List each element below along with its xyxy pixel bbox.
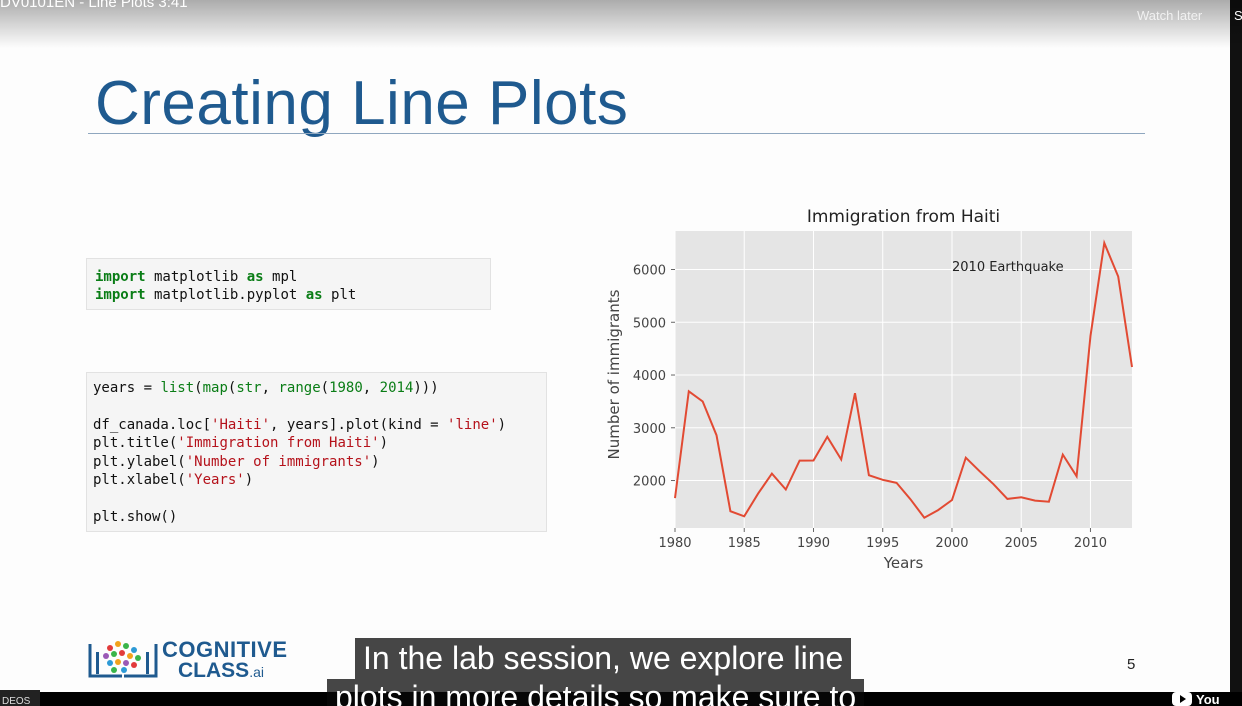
code-token: df_canada.loc[ <box>93 416 212 433</box>
code-line <box>93 489 546 507</box>
code-token: ))) <box>413 380 439 396</box>
title-divider <box>88 133 1145 134</box>
line-chart: 1980 1985 1990 1995 2000 2005 2010 2000 3000 4000… <box>586 196 1146 580</box>
slide-title: Creating Line Plots <box>95 69 629 138</box>
youtube-play-icon <box>1172 692 1192 706</box>
code-token: plt <box>322 287 357 304</box>
code-token: range <box>278 380 321 396</box>
player-top-gradient <box>0 0 1242 48</box>
code-token: 'Number of immigrants' <box>185 453 372 470</box>
code-token: matplotlib.pyplot <box>145 287 306 304</box>
share-button[interactable]: S <box>1234 8 1242 23</box>
chart-title: Immigration from Haiti <box>807 207 1000 227</box>
code-line: import matplotlib.pyplot as plt <box>95 286 490 304</box>
haiti-series-line <box>674 239 1133 519</box>
x-axis-label: Years <box>883 554 924 572</box>
y-tick-label: 3000 <box>633 422 666 437</box>
video-title[interactable]: DV0101EN - Line Plots 3:41 <box>0 0 188 11</box>
code-token: import <box>95 287 146 304</box>
code-token: import <box>95 269 146 285</box>
code-token: , years].plot(kind = <box>270 416 448 433</box>
code-token: plt.ylabel( <box>93 453 186 470</box>
code-token: ) <box>379 435 389 452</box>
code-token: list <box>160 380 195 396</box>
code-token: str <box>236 380 262 396</box>
page-number: 5 <box>1127 656 1136 673</box>
code-token: ) <box>371 453 380 470</box>
x-tick-label: 1985 <box>728 536 761 551</box>
y-tick-label: 5000 <box>633 316 666 331</box>
code-token: map <box>202 380 228 396</box>
youtube-logo-button[interactable]: You <box>1172 692 1242 706</box>
chart-svg: 1980 1985 1990 1995 2000 2005 2010 2000 3000 4000… <box>605 207 1133 572</box>
code-token: ( <box>194 380 203 396</box>
watch-later-button[interactable]: Watch later <box>1137 8 1203 23</box>
code-token: matplotlib <box>145 269 247 285</box>
code-line: plt.title('Immigration from Haiti') <box>93 434 546 452</box>
code-line: import matplotlib as mpl <box>95 268 490 286</box>
code-token: 'Immigration from Haiti' <box>177 435 380 452</box>
plot-area <box>675 231 1132 528</box>
code-token: 'Years' <box>185 471 245 488</box>
code-token: ) <box>497 416 507 433</box>
caption-line-1: In the lab session, we explore line <box>355 638 852 679</box>
x-tick-label: 1990 <box>797 536 830 551</box>
code-token: , <box>261 380 279 396</box>
code-token: 1980 <box>329 380 363 396</box>
code-token: 'line' <box>447 416 498 433</box>
code-line <box>93 397 546 415</box>
chart-annotation: 2010 Earthquake <box>952 260 1064 275</box>
code-line: plt.show() <box>93 508 546 526</box>
x-tick-label: 2005 <box>1005 536 1038 551</box>
code-token: 2014 <box>379 380 414 396</box>
code-cell-plot: years = list(map(str, range(1980, 2014))… <box>86 372 547 532</box>
code-line: plt.ylabel('Number of immigrants') <box>93 453 546 471</box>
y-tick-label: 4000 <box>633 369 666 384</box>
code-token: ( <box>320 380 330 396</box>
x-tick-label: 2010 <box>1074 536 1107 551</box>
y-tick-label: 2000 <box>633 475 666 490</box>
code-line: years = list(map(str, range(1980, 2014))… <box>93 379 546 397</box>
cognitive-class-logo-icon <box>88 641 158 678</box>
slide: Creating Line Plots import matplotlib as… <box>0 0 1230 692</box>
code-token: plt.title( <box>93 435 178 452</box>
player-right-edge <box>1230 0 1242 706</box>
logo-text-cognitive: COGNITIVE <box>162 637 288 662</box>
y-tick-label: 6000 <box>633 264 666 279</box>
x-tick-label: 2000 <box>935 536 968 551</box>
y-axis-label: Number of immigrants <box>605 289 623 459</box>
code-token: mpl <box>263 269 298 285</box>
code-token: as <box>246 269 264 285</box>
code-line: plt.xlabel('Years') <box>93 471 546 489</box>
code-token: , <box>362 380 380 396</box>
caption-line-2: plots in more details so make sure to <box>327 679 865 706</box>
code-token: plt.show() <box>93 508 178 525</box>
code-token: 'Haiti' <box>211 416 271 433</box>
more-videos-button[interactable]: DEOS <box>0 690 40 706</box>
x-tick-label: 1995 <box>866 536 899 551</box>
code-token: ( <box>227 380 237 396</box>
code-cell-imports: import matplotlib as mpl import matplotli… <box>86 258 491 310</box>
code-token: years = <box>93 380 161 396</box>
code-token: plt.xlabel( <box>93 471 186 488</box>
logo-text-class: CLASS.ai <box>178 659 264 682</box>
code-token: ) <box>244 471 254 488</box>
code-line: df_canada.loc['Haiti', years].plot(kind … <box>93 416 546 434</box>
x-tick-label: 1980 <box>658 536 691 551</box>
code-token: as <box>305 287 323 304</box>
